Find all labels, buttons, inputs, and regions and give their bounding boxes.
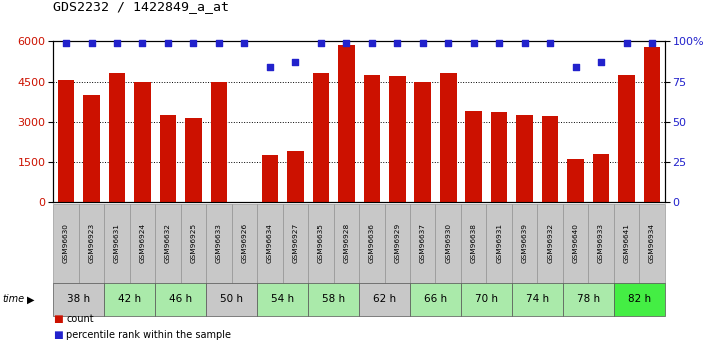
Text: 46 h: 46 h [169,294,192,304]
Point [595,59,606,65]
Text: 54 h: 54 h [271,294,294,304]
Point [188,40,199,46]
Text: GSM96929: GSM96929 [395,223,400,263]
Point [570,64,582,70]
Text: GSM96926: GSM96926 [242,223,247,263]
Text: GSM96638: GSM96638 [471,223,476,263]
Bar [440,73,456,202]
Point [315,40,326,46]
Text: GSM96932: GSM96932 [547,223,553,263]
Text: ▶: ▶ [27,294,35,304]
Text: GSM96927: GSM96927 [292,223,299,263]
Point [289,59,301,65]
Text: 58 h: 58 h [322,294,345,304]
Text: GSM96632: GSM96632 [165,223,171,263]
Text: GSM96639: GSM96639 [522,223,528,263]
Text: 38 h: 38 h [68,294,90,304]
Point [341,40,352,46]
Text: 82 h: 82 h [628,294,651,304]
Text: GSM96933: GSM96933 [598,223,604,263]
Point [392,40,403,46]
Bar [287,151,304,202]
Text: 42 h: 42 h [118,294,141,304]
Text: GSM96630: GSM96630 [63,223,69,263]
Text: GSM96637: GSM96637 [419,223,426,263]
Text: percentile rank within the sample: percentile rank within the sample [66,330,231,339]
Bar [516,115,533,202]
Text: GSM96640: GSM96640 [572,223,579,263]
Bar [338,45,355,202]
Point [545,40,556,46]
Point [493,40,505,46]
Bar [363,75,380,202]
Bar [134,81,151,202]
Bar [262,155,278,202]
Text: GSM96928: GSM96928 [343,223,349,263]
Text: GSM96641: GSM96641 [624,223,629,263]
Point [442,40,454,46]
Text: GDS2232 / 1422849_a_at: GDS2232 / 1422849_a_at [53,0,230,13]
Bar [593,154,609,202]
Bar [160,115,176,202]
Text: count: count [66,314,94,324]
Bar [415,82,431,202]
Bar [58,80,75,202]
Text: GSM96631: GSM96631 [114,223,120,263]
Point [239,40,250,46]
Bar [542,116,558,202]
Point [137,40,148,46]
Text: 70 h: 70 h [475,294,498,304]
Point [519,40,530,46]
Text: 62 h: 62 h [373,294,396,304]
Text: 74 h: 74 h [526,294,549,304]
Point [621,40,632,46]
Bar [567,159,584,202]
Point [468,40,479,46]
Bar [466,111,482,202]
Point [60,40,72,46]
Text: GSM96924: GSM96924 [139,223,146,263]
Text: time: time [2,294,24,304]
Text: GSM96634: GSM96634 [267,223,273,263]
Text: GSM96633: GSM96633 [216,223,222,263]
Bar [389,76,405,202]
Point [646,40,658,46]
Point [264,64,276,70]
Text: 78 h: 78 h [577,294,600,304]
Bar [313,73,329,202]
Text: GSM96930: GSM96930 [445,223,451,263]
Text: GSM96934: GSM96934 [649,223,655,263]
Bar [109,73,125,202]
Text: GSM96635: GSM96635 [318,223,324,263]
Point [86,40,97,46]
Point [417,40,429,46]
Bar [619,75,635,202]
Text: GSM96923: GSM96923 [89,223,95,263]
Text: 50 h: 50 h [220,294,243,304]
Point [213,40,225,46]
Point [162,40,173,46]
Text: GSM96925: GSM96925 [191,223,196,263]
Bar [210,81,228,202]
Point [112,40,123,46]
Bar [491,112,508,202]
Text: 66 h: 66 h [424,294,447,304]
Bar [83,95,100,202]
Point [366,40,378,46]
Text: ■: ■ [53,330,63,339]
Text: ■: ■ [53,314,63,324]
Text: GSM96931: GSM96931 [496,223,502,263]
Bar [643,47,661,202]
Text: GSM96636: GSM96636 [369,223,375,263]
Bar [185,118,202,202]
